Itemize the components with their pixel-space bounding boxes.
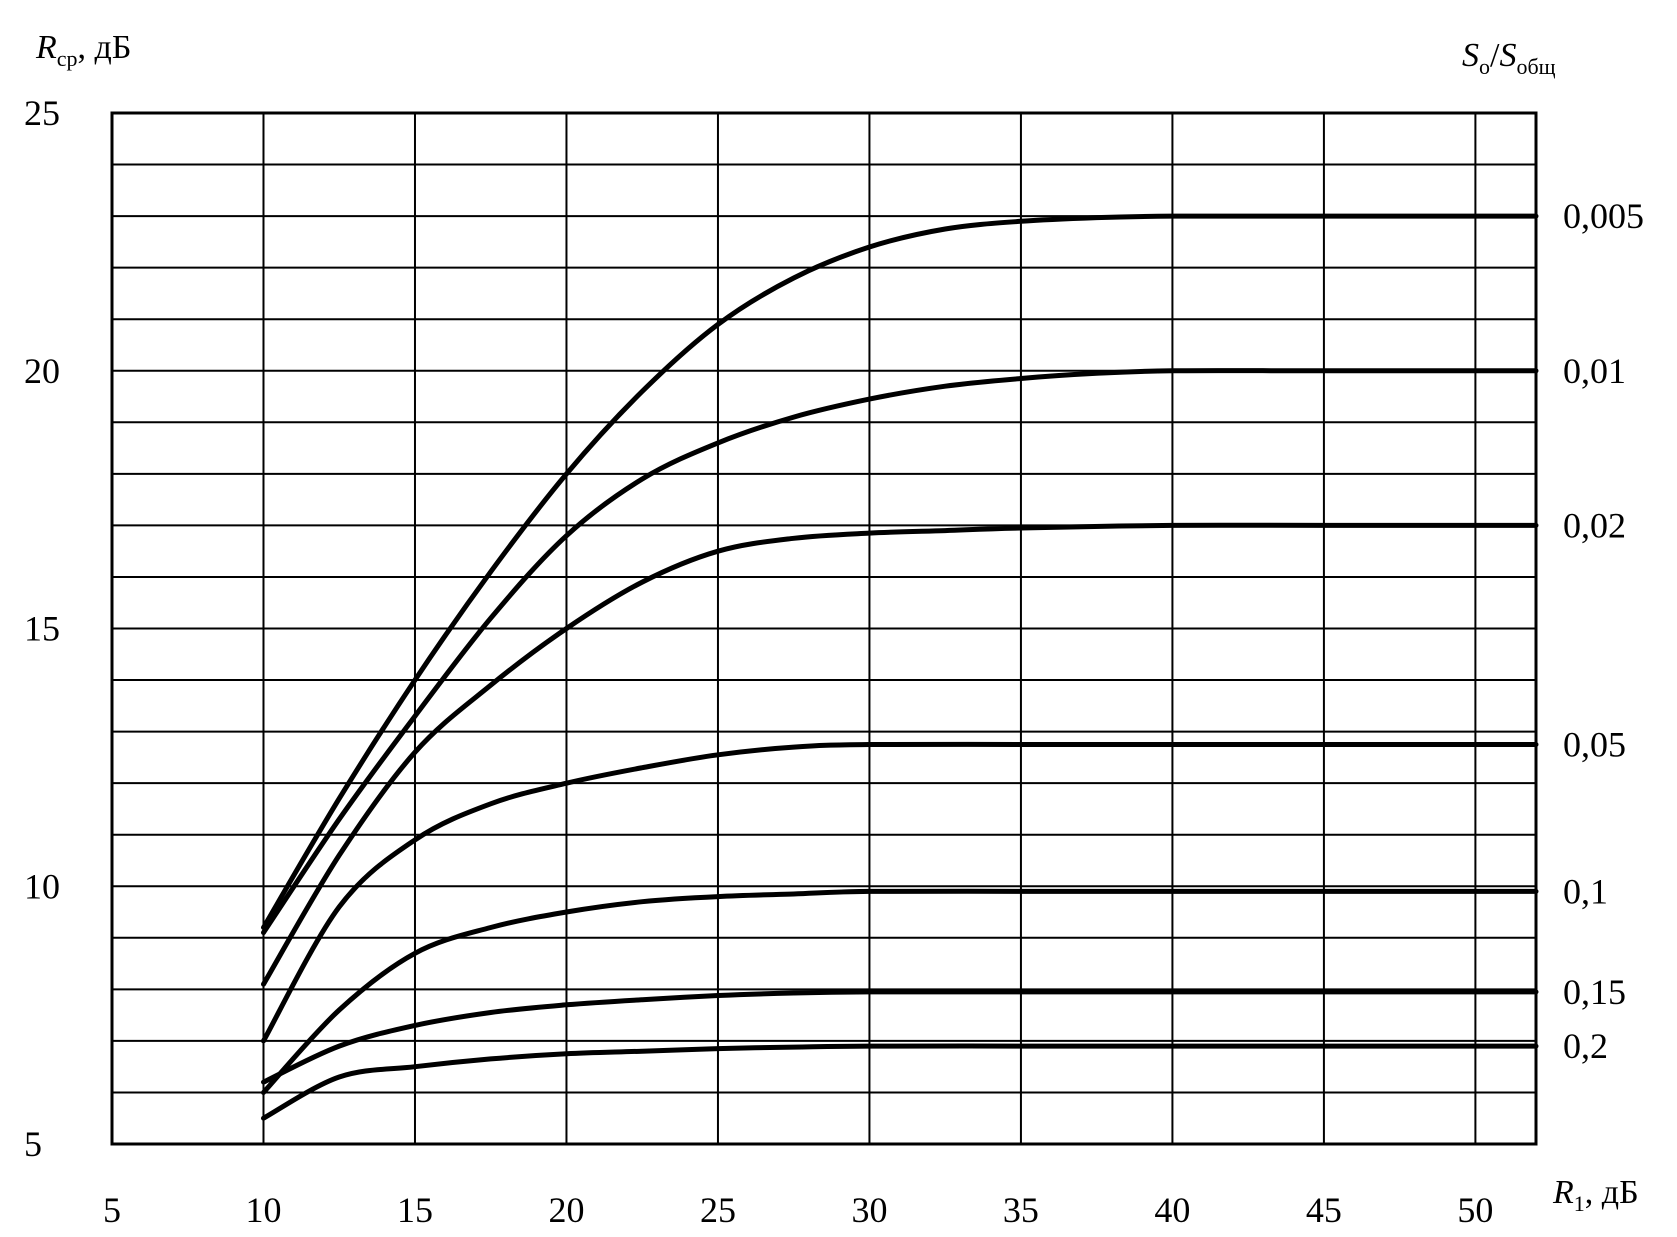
x-tick-label: 25 (700, 1190, 736, 1230)
series-line (261, 213, 1539, 930)
series-label: 0,15 (1563, 972, 1626, 1012)
series-line (261, 888, 1539, 1095)
series-labels: 0,005 0,01 0,02 0,05 0,1 0,15 0,2 (1563, 196, 1644, 1066)
series-label: 0,1 (1563, 871, 1608, 911)
x-tick-label: 10 (245, 1190, 281, 1230)
series-label: 0,2 (1563, 1026, 1608, 1066)
y-tick-label: 5 (24, 1124, 42, 1164)
y-tick-label: 10 (24, 866, 60, 906)
grid (110, 111, 1538, 1146)
series-line (261, 741, 1539, 1044)
y-tick-label: 20 (24, 351, 60, 391)
x-tick-label: 45 (1306, 1190, 1342, 1230)
series-label: 0,05 (1563, 724, 1626, 764)
right-axis-label: Sо/Sобщ (1462, 37, 1556, 79)
series-label: 0,02 (1563, 505, 1626, 545)
x-tick-label: 5 (103, 1190, 121, 1230)
x-tick-label: 20 (548, 1190, 584, 1230)
y-axis-label: Rср, дБ (35, 29, 131, 71)
series-label: 0,005 (1563, 196, 1644, 236)
x-tick-label: 30 (851, 1190, 887, 1230)
series-label: 0,01 (1563, 351, 1626, 391)
tick-labels: 5 10 15 20 25 30 35 40 45 50 5 10 15 20 25 (24, 93, 1493, 1230)
x-axis-label: R1, дБ (1552, 1174, 1639, 1216)
x-tick-label: 50 (1457, 1190, 1493, 1230)
x-tick-label: 40 (1154, 1190, 1190, 1230)
x-tick-label: 15 (397, 1190, 433, 1230)
y-tick-label: 15 (24, 609, 60, 649)
series-line (261, 522, 1539, 987)
series-line (261, 1043, 1539, 1121)
y-tick-label: 25 (24, 93, 60, 133)
x-tick-label: 35 (1003, 1190, 1039, 1230)
series-line (261, 989, 1539, 1085)
curves (261, 213, 1539, 1121)
series-line (261, 368, 1539, 936)
